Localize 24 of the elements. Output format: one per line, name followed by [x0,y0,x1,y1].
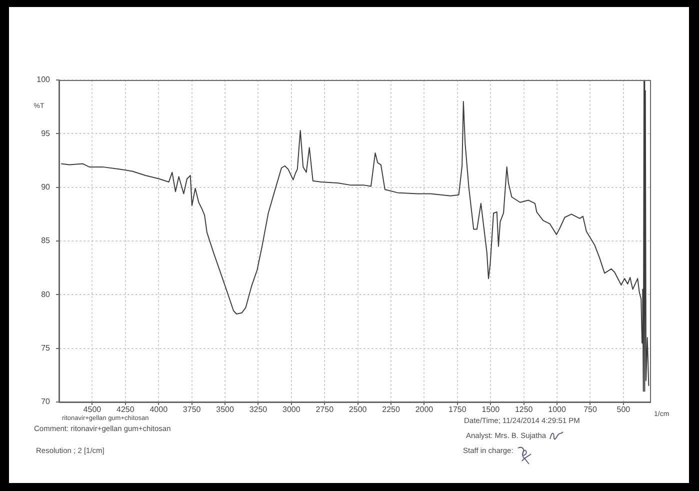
x-tick-label: 3500 [216,405,234,414]
x-tick-label: 1000 [548,405,566,414]
x-tick-label: 1750 [448,405,467,414]
x-tick-label: 4500 [83,405,102,414]
y-tick-label: 90 [41,182,51,192]
y-tick-label: 85 [41,236,51,246]
x-tick-label: 3000 [282,405,301,414]
x-tick-label: 2250 [382,405,400,414]
x-tick-label: 1250 [514,405,534,414]
x-tick-label: 3750 [182,405,202,414]
x-tick-label: 1500 [482,405,500,414]
x-tick-label: 750 [584,405,598,414]
y-tick-label: 95 [41,128,51,138]
x-tick-label: 500 [616,405,631,414]
x-tick-label: 3250 [249,405,268,414]
x-tick-label: 2500 [348,405,368,414]
x-tick-label: 2000 [415,405,434,414]
y-tick-label: 70 [41,397,51,406]
y-tick-label: 100 [36,75,51,84]
x-tick-label: 4000 [150,405,168,414]
x-tick-label: 4250 [116,405,135,414]
y-tick-label: 75 [41,344,51,353]
y-tick-label: 80 [41,290,51,299]
x-tick-label: 2750 [316,405,334,414]
